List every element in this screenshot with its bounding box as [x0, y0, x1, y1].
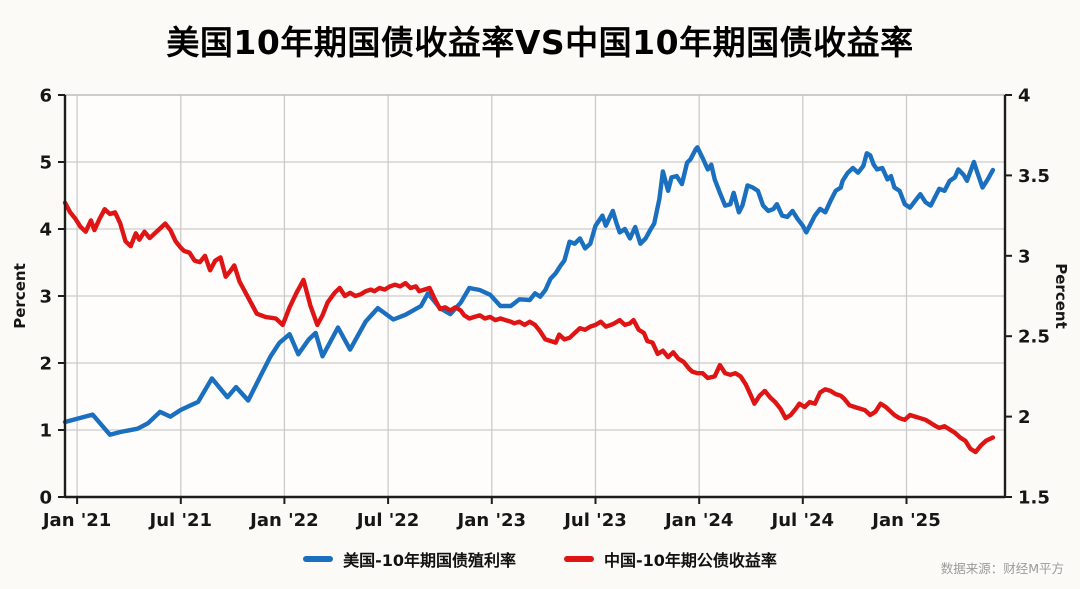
chart-title: 美国10年期国债收益率VS中国10年期国债收益率 — [166, 23, 914, 62]
right-tick-label: 3 — [1018, 246, 1031, 267]
cn-series-swatch — [564, 556, 594, 562]
x-axis: Jan '21 Jul '21 Jan '22 Jul '22 Jan '23 Jul '… — [41, 497, 941, 531]
left-tick-label: 6 — [39, 86, 52, 107]
us-series-swatch — [303, 556, 334, 562]
line-chart: 0 1 2 3 4 5 6 1.5 2 2.5 3 3.5 4 Jan '21 Jul '21 Jan '22… — [11, 86, 1070, 532]
us-series-label: 美国-10年期国债殖利率 — [343, 551, 516, 570]
right-tick-label: 3.5 — [1018, 166, 1050, 187]
x-tick-label: Jul '22 — [355, 510, 420, 531]
legend-item-us: 美国-10年期国债殖利率 — [303, 547, 516, 571]
data-source: 数据来源：财经M平方 — [940, 561, 1064, 576]
right-tick-label: 1.5 — [1018, 488, 1050, 509]
right-tick-label: 2.5 — [1018, 327, 1050, 348]
cn-10y-line — [62, 200, 996, 455]
left-tick-label: 2 — [39, 354, 52, 375]
x-tick-label: Jan '24 — [663, 510, 733, 531]
left-tick-label: 0 — [39, 488, 52, 509]
us-10y-line — [62, 145, 996, 437]
x-tick-label: Jul '21 — [148, 510, 213, 531]
x-tick-label: Jan '22 — [248, 510, 318, 531]
left-tick-label: 5 — [39, 153, 52, 174]
x-tick-label: Jul '24 — [770, 510, 835, 531]
left-tick-label: 3 — [39, 287, 52, 308]
x-tick-label: Jul '23 — [562, 510, 627, 531]
y-axis-left: 0 1 2 3 4 5 6 — [39, 86, 65, 509]
left-tick-label: 4 — [39, 220, 52, 241]
y-axis-right: 1.5 2 2.5 3 3.5 4 — [1005, 86, 1050, 509]
legend: 美国-10年期国债殖利率 中国-10年期公债收益率 — [0, 547, 1080, 571]
x-tick-label: Jan '25 — [870, 510, 940, 531]
right-tick-label: 4 — [1018, 86, 1031, 107]
left-tick-label: 1 — [39, 421, 52, 442]
left-axis-title: Percent — [11, 263, 29, 328]
right-tick-label: 2 — [1018, 407, 1031, 428]
x-tick-label: Jan '21 — [41, 510, 111, 531]
x-tick-label: Jan '23 — [456, 510, 526, 531]
right-axis-title: Percent — [1052, 263, 1070, 328]
legend-item-cn: 中国-10年期公债收益率 — [564, 547, 777, 571]
cn-series-label: 中国-10年期公债收益率 — [604, 551, 777, 570]
